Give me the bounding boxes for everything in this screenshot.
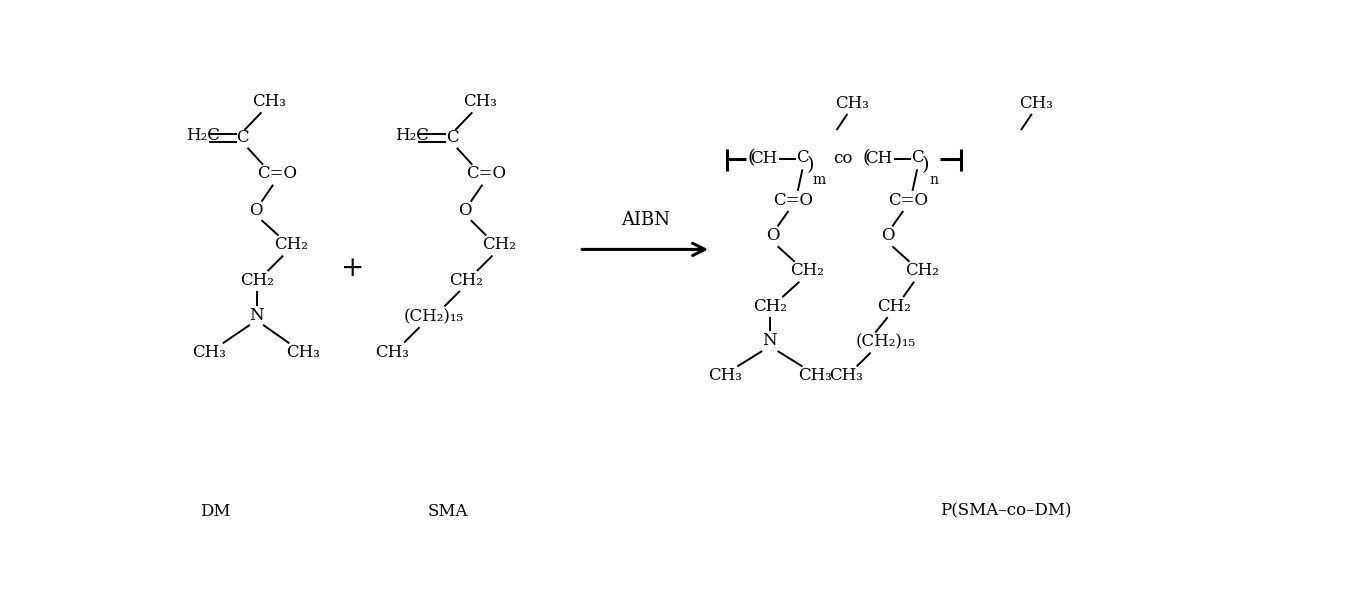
Text: CH: CH [749, 150, 778, 167]
Text: CH₃: CH₃ [1019, 94, 1053, 111]
Text: O: O [882, 227, 895, 244]
Text: CH₃: CH₃ [252, 93, 286, 110]
Text: CH₃: CH₃ [464, 93, 497, 110]
Text: O: O [766, 227, 779, 244]
Text: AIBN: AIBN [620, 211, 670, 229]
Text: SMA: SMA [427, 502, 468, 519]
Text: m: m [813, 173, 826, 187]
Text: C: C [911, 149, 923, 166]
Text: n: n [930, 173, 938, 187]
Text: CH₃: CH₃ [191, 344, 225, 361]
Text: C: C [797, 149, 809, 166]
Text: C=O: C=O [466, 166, 507, 183]
Text: CH₂: CH₂ [481, 236, 515, 253]
Text: CH₂: CH₂ [905, 262, 938, 280]
Text: C=O: C=O [888, 192, 927, 209]
Text: O: O [458, 202, 472, 219]
Text: CH₂: CH₂ [449, 272, 483, 289]
Text: CH₃: CH₃ [286, 344, 321, 361]
Text: N: N [763, 332, 778, 349]
Text: N: N [249, 307, 264, 324]
Text: C: C [446, 129, 458, 146]
Text: C=O: C=O [257, 166, 297, 183]
Text: C=O: C=O [774, 192, 813, 209]
Text: CH₂: CH₂ [754, 298, 787, 315]
Text: (CH₂)₁₅: (CH₂)₁₅ [856, 333, 917, 350]
Text: ): ) [806, 156, 814, 174]
Text: CH₃: CH₃ [829, 367, 863, 384]
Text: CH₂: CH₂ [790, 262, 824, 280]
Text: CH: CH [865, 150, 892, 167]
Text: H₂C: H₂C [186, 127, 220, 144]
Text: O: O [249, 202, 263, 219]
Text: CH₃: CH₃ [836, 94, 869, 111]
Text: CH₃: CH₃ [375, 344, 408, 361]
Text: (CH₂)₁₅: (CH₂)₁₅ [403, 308, 464, 325]
Text: DM: DM [200, 502, 231, 519]
Text: H₂C: H₂C [395, 127, 429, 144]
Text: CH₃: CH₃ [798, 367, 832, 384]
Text: (: ( [748, 150, 755, 167]
Text: CH₂: CH₂ [274, 236, 307, 253]
Text: ): ) [921, 156, 929, 174]
Text: (: ( [863, 150, 869, 167]
Text: CH₃: CH₃ [708, 367, 741, 384]
Text: CH₂: CH₂ [878, 298, 911, 315]
Text: co: co [833, 150, 852, 167]
Text: P(SMA–co–DM): P(SMA–co–DM) [940, 502, 1072, 519]
Text: C: C [237, 129, 249, 146]
Text: +: + [341, 255, 365, 282]
Text: CH₂: CH₂ [240, 272, 274, 289]
